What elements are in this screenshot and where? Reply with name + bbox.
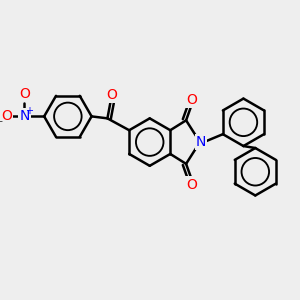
Text: N: N <box>19 110 30 123</box>
Text: +: + <box>25 106 33 116</box>
Text: O: O <box>106 88 117 102</box>
Text: O: O <box>19 87 30 100</box>
Text: O: O <box>1 110 12 123</box>
Text: O: O <box>187 178 197 192</box>
Text: N: N <box>196 135 206 149</box>
Text: O: O <box>187 93 197 106</box>
Text: -: - <box>0 116 3 126</box>
